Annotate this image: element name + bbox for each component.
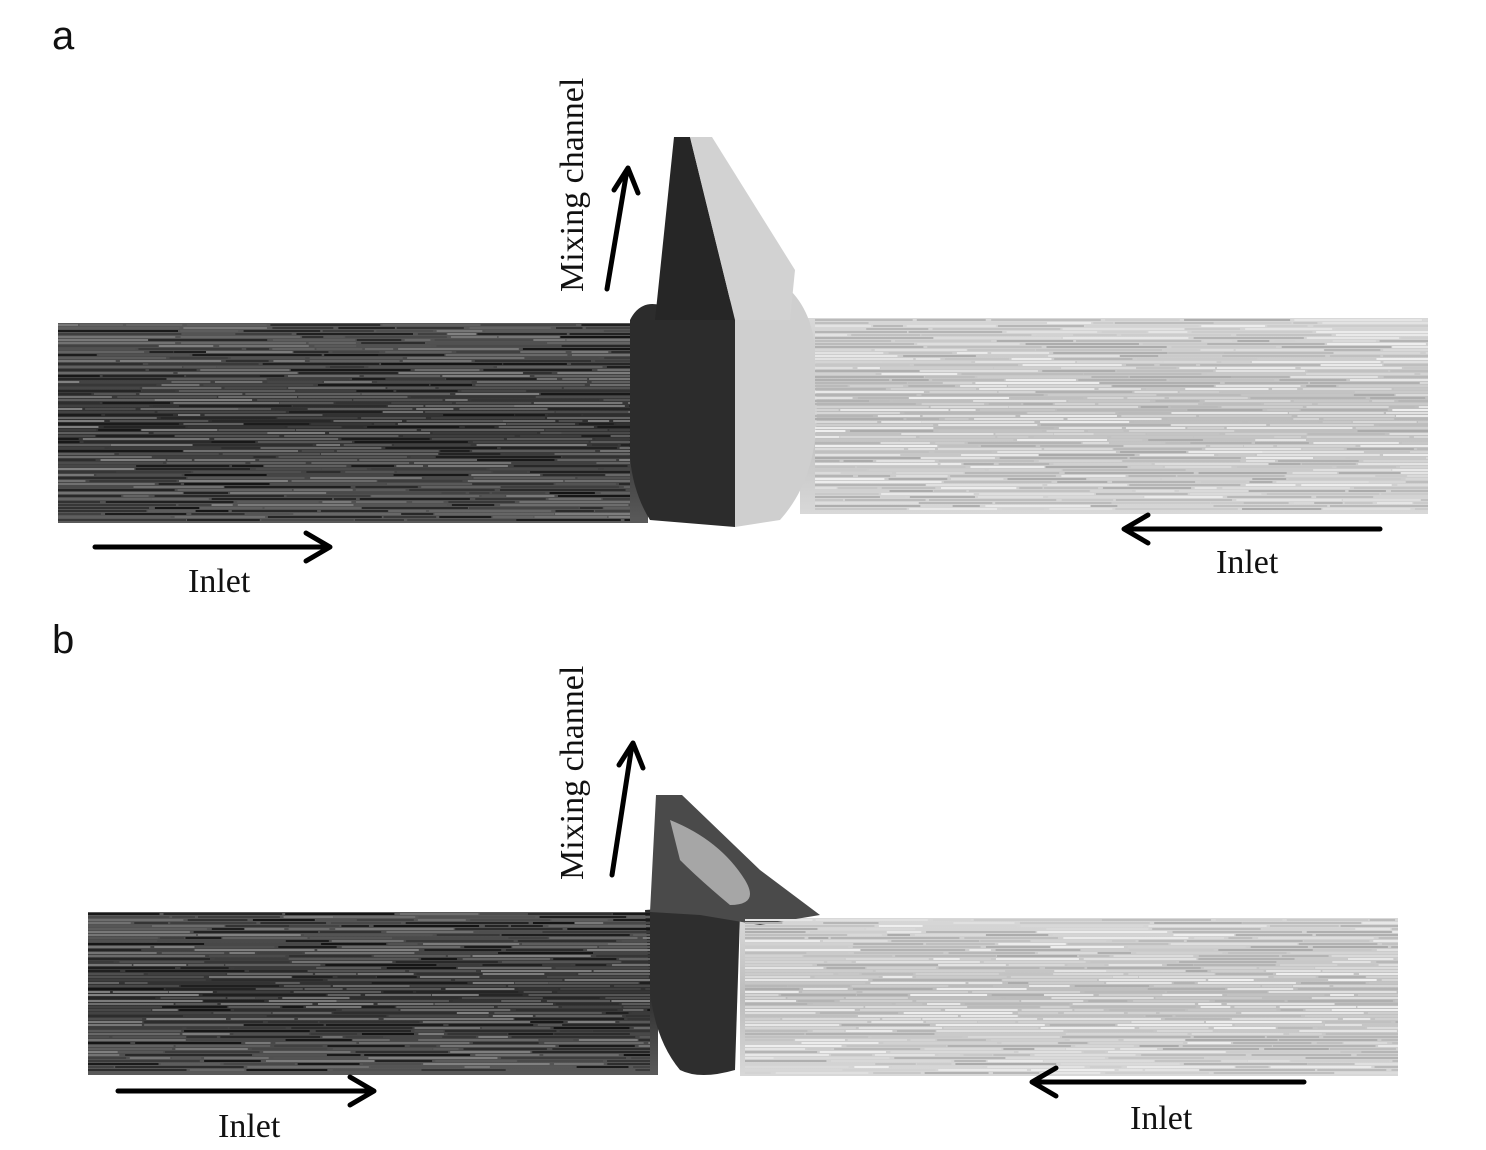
panel-b-flow (88, 795, 1398, 1076)
panel-b-mixing-arrow (609, 740, 646, 878)
panel-a-streamlines (58, 319, 1428, 521)
panel-b-streamlines (88, 913, 1398, 1074)
panel-b-left-inlet-arrow (115, 1074, 377, 1108)
panel-a-mixing-label: Mixing channel (554, 77, 591, 292)
panel-b-left-stream (88, 912, 658, 1075)
panel-a-mixing-arrow (604, 165, 641, 292)
arrows (92, 165, 1383, 1108)
panel-a-letter: a (52, 14, 75, 58)
panel-a-left-inlet-label: Inlet (188, 563, 251, 600)
panel-a-vortex-dark (629, 300, 735, 527)
panel-b-right-inlet-label: Inlet (1130, 1100, 1193, 1137)
panel-a-right-inlet-label: Inlet (1216, 544, 1279, 581)
panel-b-letter: b (52, 618, 75, 662)
panel-b-mixing-swirl (670, 820, 750, 905)
panel-a-right-inlet-arrow (1121, 512, 1383, 546)
panel-b-vortex-dark (645, 908, 740, 1075)
panel-a-left-inlet-arrow (92, 530, 333, 564)
panel-b-left-inlet-label: Inlet (218, 1108, 281, 1145)
panel-b-right-inlet-arrow (1029, 1065, 1307, 1099)
panel-a-mixing-light (690, 137, 795, 320)
panel-a-mixing-dark (655, 137, 735, 320)
panel-b-mixing (650, 795, 820, 925)
panel-b-mixing-label: Mixing channel (554, 665, 591, 880)
panel-a-flow (58, 137, 1428, 527)
panel-a-vortex-light (735, 290, 817, 527)
